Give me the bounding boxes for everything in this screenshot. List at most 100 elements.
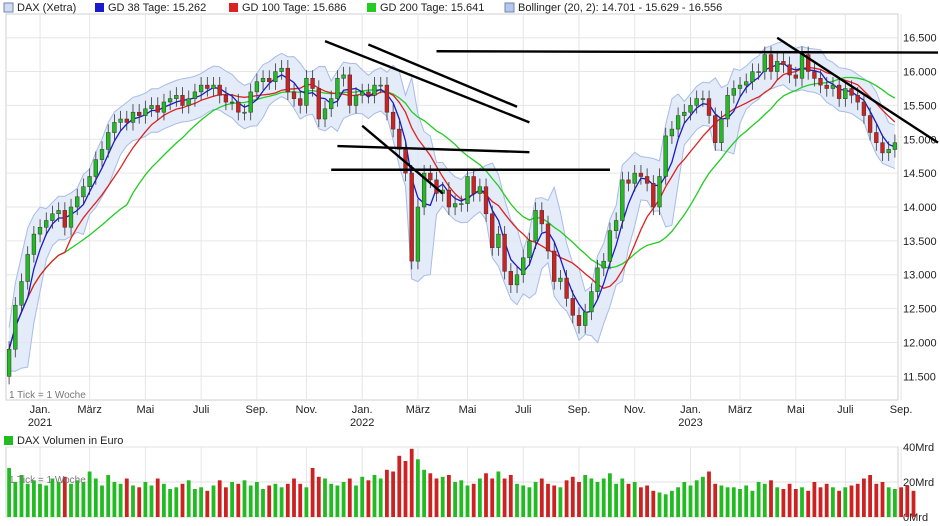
volume-panel-title: DAX Volumen in Euro [17, 435, 123, 447]
volume-bar [793, 489, 798, 517]
volume-bar [701, 476, 705, 518]
candle-body [242, 111, 247, 114]
legend-swatch-box [504, 2, 515, 13]
legend-swatch-line [367, 3, 376, 12]
candle-body [19, 281, 24, 306]
candle-body [465, 176, 470, 204]
candle-body [669, 128, 675, 137]
volume-y-tick-label: 20Mrd [903, 477, 934, 489]
x-year-label: 2023 [678, 417, 702, 429]
candle-body [502, 233, 507, 272]
trendline [337, 144, 530, 154]
candle-body [626, 179, 631, 184]
volume-bar [397, 455, 402, 518]
volume-bar [323, 478, 327, 517]
candle-body [360, 91, 365, 96]
volume-bar [7, 468, 11, 517]
volume-bar [236, 483, 241, 518]
trendline [361, 124, 444, 195]
candle-body [25, 254, 30, 282]
volume-bar [62, 476, 67, 518]
candle-body [31, 233, 37, 255]
candle-body [533, 210, 538, 242]
volume-bar [416, 459, 420, 518]
candle-body [620, 179, 625, 221]
volume-bar [93, 478, 98, 517]
volume-bar [453, 482, 457, 517]
candle-body [719, 118, 724, 143]
volume-bar [589, 478, 594, 517]
volume-bar [155, 478, 160, 517]
volume-bar [75, 480, 80, 518]
volume-bar [781, 489, 786, 517]
volume-bar [304, 487, 309, 518]
volume-bar [645, 485, 649, 517]
volume-bar [13, 482, 18, 517]
candle-body [601, 260, 606, 269]
candle-body [446, 189, 452, 208]
candle-body [638, 172, 644, 177]
candle-body [390, 111, 396, 130]
candle-body [830, 84, 836, 89]
legend-entry: GD 100 Tage: 15.686 [242, 2, 346, 14]
price-y-tick-label: 15.000 [903, 134, 937, 146]
volume-bar [378, 478, 383, 517]
x-month-label: Jan. [30, 404, 51, 416]
price-y-tick-label: 12.500 [903, 304, 937, 316]
volume-bar [893, 489, 897, 517]
candle-body [310, 78, 315, 89]
candle-body [867, 115, 873, 133]
volume-bar [806, 490, 811, 518]
volume-bar [837, 490, 841, 518]
volume-bar [577, 482, 581, 517]
volume-bar [744, 485, 749, 517]
candle-body [37, 227, 43, 235]
trendline [367, 43, 518, 108]
volume-bar [614, 483, 618, 518]
candle-body [279, 67, 284, 72]
volume-bar [124, 478, 129, 517]
volume-bar [255, 482, 259, 517]
volume-bar [44, 485, 49, 517]
price-y-tick-label: 16.000 [903, 67, 937, 79]
candle-body [347, 74, 352, 106]
candle-body [267, 78, 272, 82]
volume-bar [341, 482, 346, 517]
candle-body [564, 277, 569, 299]
volume-bar [756, 482, 761, 517]
candle-body [192, 91, 198, 99]
price-y-tick-label: 14.500 [903, 168, 937, 180]
candle-body [397, 128, 402, 150]
volume-bar [273, 483, 278, 518]
volume-bar [50, 478, 55, 517]
tick-note: 1 Tick = 1 Woche [9, 390, 86, 401]
candle-body [521, 257, 526, 275]
volume-bar [539, 478, 544, 517]
candle-body [861, 101, 867, 116]
volume-bar [403, 461, 408, 517]
volume-bar [422, 469, 426, 518]
candle-body [459, 203, 464, 205]
volume-bar [428, 473, 433, 518]
x-month-label: Juli [193, 404, 210, 416]
candle-body [44, 220, 49, 228]
candle-body [452, 203, 458, 208]
candle-body [56, 210, 61, 215]
volume-bar [620, 478, 625, 517]
x-month-label: März [406, 404, 430, 416]
volume-bar [354, 485, 358, 517]
volume-bar [688, 485, 693, 517]
volume-bar [564, 480, 569, 518]
volume-bar [118, 483, 123, 518]
volume-bar [868, 475, 872, 517]
volume-legend-swatch [4, 436, 13, 445]
volume-bar [279, 487, 284, 518]
candle-body [576, 315, 582, 326]
volume-bar [855, 483, 860, 518]
x-month-label: Juli [515, 404, 532, 416]
volume-bar [137, 487, 142, 518]
candle-body [211, 84, 216, 89]
volume-bar [905, 485, 910, 517]
candle-body [428, 172, 433, 181]
price-y-tick-label: 13.000 [903, 270, 937, 282]
